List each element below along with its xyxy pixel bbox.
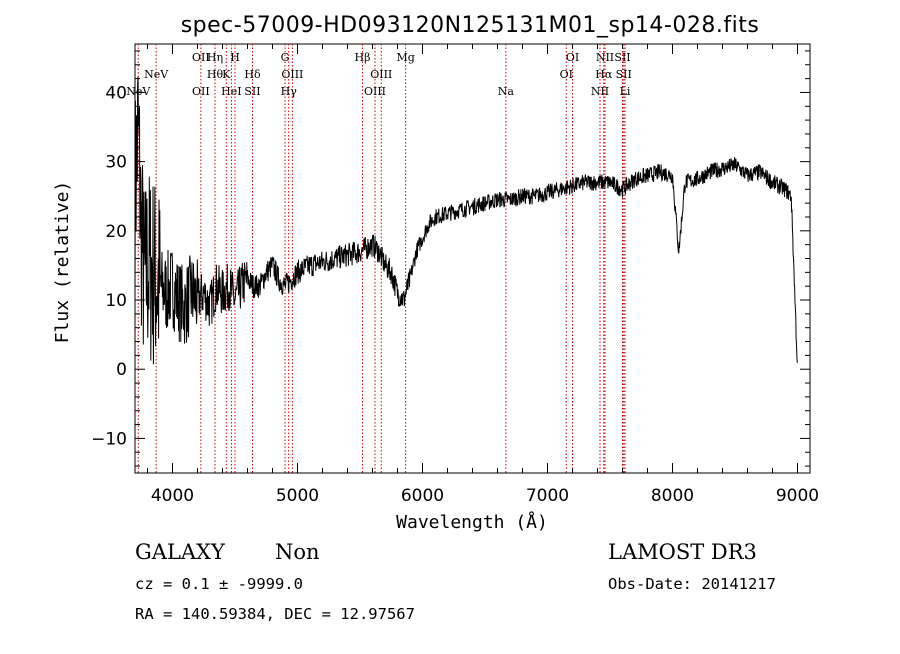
- chart-title: spec-57009-HD093120N125131M01_sp14-028.f…: [181, 13, 760, 38]
- y-tick-label: 0: [116, 360, 127, 380]
- y-tick-label: 10: [105, 291, 127, 311]
- emission-line-label: NeV: [144, 68, 169, 81]
- emission-line-label: OII: [192, 85, 210, 98]
- emission-line-label: SII: [614, 51, 630, 64]
- emission-line-label: Hη: [207, 51, 223, 64]
- emission-line-label: Na: [498, 85, 515, 98]
- emission-line-label: OIII: [281, 68, 303, 81]
- emission-line-label: NII: [591, 85, 609, 98]
- emission-line-label: OI: [566, 51, 579, 64]
- x-tick-label: 8000: [651, 486, 694, 506]
- emission-line-label: H: [230, 51, 240, 64]
- coordinates-text: RA = 140.59384, DEC = 12.97567: [135, 605, 415, 623]
- emission-line-label: HeI: [221, 85, 241, 98]
- y-tick-label: 20: [105, 222, 127, 242]
- emission-line-label: OIII: [364, 85, 386, 98]
- x-axis-label: Wavelength (Å): [396, 511, 548, 533]
- x-tick-label: 7000: [526, 486, 569, 506]
- emission-line-label: Hδ: [244, 68, 261, 81]
- redshift-text: cz = 0.1 ± -9999.0: [135, 575, 303, 593]
- y-axis: −10 0 10 20 30 40: [91, 50, 810, 467]
- emission-line-label: K: [222, 68, 231, 81]
- emission-line-label: OII: [192, 51, 210, 64]
- y-tick-label: 40: [105, 83, 127, 103]
- emission-line-label: Mg: [396, 51, 414, 64]
- obs-date-text: Obs-Date: 20141217: [608, 575, 776, 593]
- spectrum-line: [134, 76, 798, 365]
- object-class: GALAXY: [135, 540, 226, 564]
- object-subclass: Non: [275, 540, 320, 564]
- emission-line-label: NeV: [126, 85, 151, 98]
- emission-line-label: G: [281, 51, 290, 64]
- spectrum-series: [134, 76, 798, 365]
- emission-line-labels: NeV NeV OII OII Hθ Hη HeI HK Hδ SII G OIII Hγ Hβ OIII O…: [126, 51, 632, 98]
- x-tick-label: 9000: [776, 486, 819, 506]
- x-tick-label: 4000: [151, 486, 194, 506]
- survey-name: LAMOST DR3: [608, 540, 757, 564]
- emission-line-label: SII: [244, 85, 260, 98]
- x-axis: 4000 5000 6000 7000 8000 9000: [147, 44, 819, 506]
- emission-line-label: Li: [620, 85, 631, 98]
- x-tick-label: 5000: [276, 486, 319, 506]
- emission-line-label: Hα: [595, 68, 613, 81]
- x-tick-label: 6000: [401, 486, 444, 506]
- y-tick-label: 30: [105, 153, 127, 173]
- emission-line-label: Hβ: [355, 51, 371, 64]
- y-tick-label: −10: [91, 429, 127, 449]
- emission-line-label: SII: [616, 68, 632, 81]
- plot-frame: [134, 43, 811, 474]
- emission-line-label: OIII: [370, 68, 392, 81]
- emission-line-label: Hγ: [281, 85, 298, 98]
- emission-line-label: NII: [596, 51, 614, 64]
- emission-line-label: OI: [560, 68, 573, 81]
- emission-line-label: Hθ: [207, 68, 224, 81]
- y-axis-label: Flux (relative): [52, 181, 73, 344]
